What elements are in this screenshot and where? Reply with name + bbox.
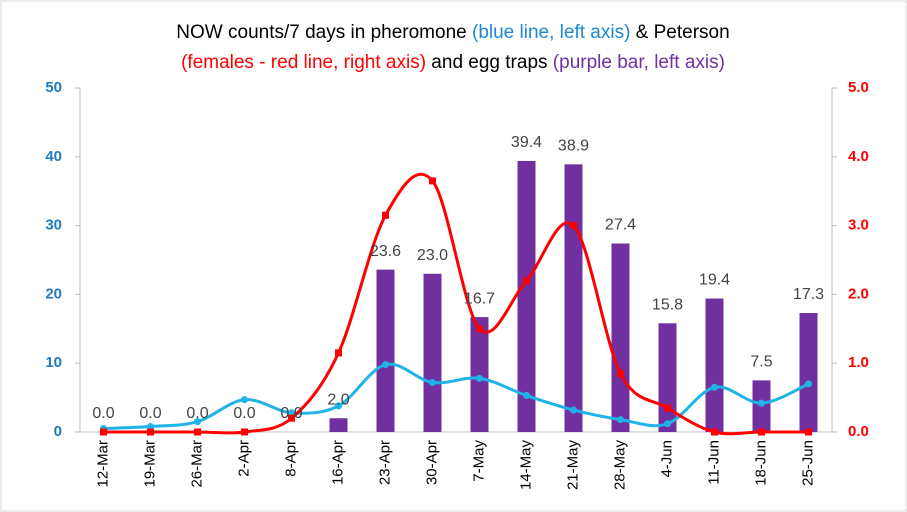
x-tick-label: 18-Jun xyxy=(752,440,769,486)
bar xyxy=(423,273,442,432)
bar xyxy=(329,418,348,432)
line xyxy=(103,362,810,431)
line-marker xyxy=(241,396,248,404)
y2-tick-label: 0.0 xyxy=(848,423,869,440)
y-tick-label: 20 xyxy=(45,285,62,302)
chart-title: NOW counts/7 days in pheromone (blue lin… xyxy=(176,22,729,43)
title-segment: and egg traps xyxy=(426,52,553,73)
x-tick-label: 30-Apr xyxy=(423,440,440,485)
line-marker xyxy=(570,406,577,414)
line-marker xyxy=(664,420,671,428)
title-segment: (females - red line, right axis) xyxy=(181,52,426,73)
x-tick-label: 7-May xyxy=(470,440,487,482)
x-tick-label: 26-Mar xyxy=(188,440,205,488)
line-marker xyxy=(664,404,671,412)
bar xyxy=(799,312,818,432)
x-tick-label: 21-May xyxy=(564,440,581,491)
chart-title: (females - red line, right axis) and egg… xyxy=(181,52,725,73)
line-marker xyxy=(758,399,765,407)
data-label: 0.0 xyxy=(139,405,161,422)
data-label: 27.4 xyxy=(605,217,636,234)
line-marker xyxy=(617,370,624,378)
x-tick-label: 12-Mar xyxy=(94,440,111,488)
data-label: 23.6 xyxy=(370,243,401,260)
line-marker xyxy=(617,416,624,424)
y2-tick-label: 3.0 xyxy=(848,217,869,234)
data-label: 17.3 xyxy=(793,286,824,303)
line-marker xyxy=(194,418,201,426)
x-tick-label: 28-May xyxy=(611,440,628,491)
x-tick-label: 23-Apr xyxy=(376,440,393,485)
bar xyxy=(470,317,489,432)
y2-tick-label: 4.0 xyxy=(848,148,869,165)
bar xyxy=(658,323,677,432)
line-marker xyxy=(758,428,765,436)
line-marker xyxy=(382,211,389,219)
x-tick-label: 4-Jun xyxy=(658,440,675,478)
bar xyxy=(611,243,630,432)
data-label: 2.0 xyxy=(327,391,349,408)
data-label: 0.0 xyxy=(280,405,302,422)
x-tick-label: 11-Jun xyxy=(705,440,722,485)
y2-tick-label: 5.0 xyxy=(848,79,869,96)
line-marker xyxy=(429,378,436,386)
line-marker xyxy=(805,380,812,388)
data-label: 16.7 xyxy=(464,290,495,307)
title-segment: NOW counts/7 days in pheromone xyxy=(176,22,472,43)
bar xyxy=(705,298,724,432)
x-tick-label: 14-May xyxy=(517,440,534,491)
data-label: 15.8 xyxy=(652,297,683,314)
line-marker xyxy=(476,374,483,382)
data-label: 19.4 xyxy=(699,272,730,289)
data-label: 0.0 xyxy=(233,405,255,422)
x-tick-label: 19-Mar xyxy=(141,440,158,488)
data-label: 0.0 xyxy=(92,405,114,422)
line-marker xyxy=(100,428,107,436)
line-marker xyxy=(476,325,483,333)
x-tick-label: 2-Apr xyxy=(235,440,252,477)
title-segment: (purple bar, left axis) xyxy=(553,52,725,73)
x-tick-label: 8-Apr xyxy=(282,440,299,477)
title-segment: (blue line, left axis) xyxy=(472,22,630,43)
line-marker xyxy=(335,349,342,357)
line-marker xyxy=(429,177,436,185)
y-tick-label: 30 xyxy=(45,217,62,234)
line-marker xyxy=(523,392,530,400)
y-tick-label: 50 xyxy=(45,79,62,96)
y-tick-label: 40 xyxy=(45,148,62,165)
line-marker xyxy=(288,414,295,422)
line-marker xyxy=(147,428,154,436)
y2-tick-label: 2.0 xyxy=(848,285,869,302)
data-label: 23.0 xyxy=(417,247,448,264)
line-marker xyxy=(711,383,718,391)
line-marker xyxy=(194,428,201,436)
line-marker xyxy=(382,361,389,369)
data-label: 0.0 xyxy=(186,405,208,422)
line-marker xyxy=(570,222,577,230)
y-tick-label: 10 xyxy=(45,354,62,371)
line-marker xyxy=(711,428,718,436)
data-label: 39.4 xyxy=(511,134,542,151)
bar xyxy=(517,160,536,433)
y2-tick-label: 1.0 xyxy=(848,354,869,371)
line-marker xyxy=(241,428,248,436)
title-segment: & Peterson xyxy=(630,22,729,43)
line-marker xyxy=(805,428,812,436)
data-label: 7.5 xyxy=(750,354,772,371)
data-label: 38.9 xyxy=(558,138,589,155)
y-tick-label: 0 xyxy=(54,423,62,440)
bar xyxy=(564,164,583,433)
line-marker xyxy=(288,409,295,417)
line-marker xyxy=(523,277,530,285)
bar xyxy=(376,269,395,432)
x-tick-label: 25-Jun xyxy=(799,440,816,486)
line-marker xyxy=(147,422,154,430)
x-tick-label: 16-Apr xyxy=(329,440,346,485)
line-marker xyxy=(335,402,342,410)
